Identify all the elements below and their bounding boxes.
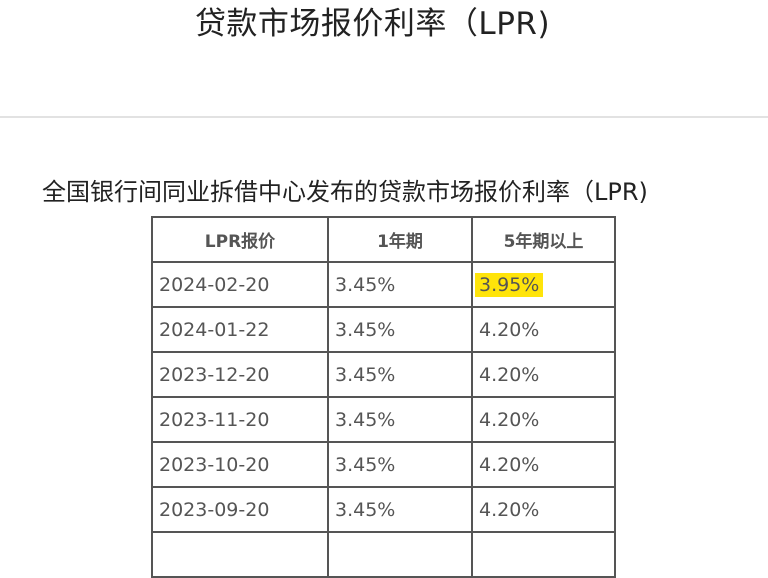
one-year-rate-cell: 3.45% <box>327 486 473 533</box>
date-cell <box>151 531 329 578</box>
five-year-rate-cell: 4.20% <box>471 441 616 488</box>
highlighted-rate: 3.95% <box>475 272 544 297</box>
date-cell: 2024-01-22 <box>151 306 329 353</box>
date-cell: 2023-10-20 <box>151 441 329 488</box>
table-row: 2023-10-20 3.45% 4.20% <box>151 441 616 488</box>
date-cell: 2023-09-20 <box>151 486 329 533</box>
section-title: 全国银行间同业拆借中心发布的贷款市场报价利率（LPR) <box>42 178 648 206</box>
table-row: 2024-01-22 3.45% 4.20% <box>151 306 616 353</box>
five-year-rate-cell: 4.20% <box>471 396 616 443</box>
header-lpr-quote: LPR报价 <box>151 216 329 263</box>
five-year-rate-cell: 4.20% <box>471 351 616 398</box>
five-year-rate-cell <box>471 531 616 578</box>
date-cell: 2024-02-20 <box>151 261 329 308</box>
five-year-rate-cell: 4.20% <box>471 306 616 353</box>
five-year-rate-cell: 3.95% <box>471 261 616 308</box>
one-year-rate-cell <box>327 531 473 578</box>
one-year-rate-cell: 3.45% <box>327 261 473 308</box>
one-year-rate-cell: 3.45% <box>327 396 473 443</box>
divider <box>0 116 768 118</box>
header-5-year-plus: 5年期以上 <box>471 216 616 263</box>
table-row: 2024-02-20 3.45% 3.95% <box>151 261 616 308</box>
header-1-year: 1年期 <box>327 216 473 263</box>
date-cell: 2023-12-20 <box>151 351 329 398</box>
one-year-rate-cell: 3.45% <box>327 306 473 353</box>
date-cell: 2023-11-20 <box>151 396 329 443</box>
page-title: 贷款市场报价利率（LPR) <box>194 6 551 42</box>
table-row: 2023-11-20 3.45% 4.20% <box>151 396 616 443</box>
five-year-rate-cell: 4.20% <box>471 486 616 533</box>
table-row: 2023-09-20 3.45% 4.20% <box>151 486 616 533</box>
lpr-table: LPR报价 1年期 5年期以上 2024-02-20 3.45% 3.95% 2… <box>151 216 616 578</box>
one-year-rate-cell: 3.45% <box>327 441 473 488</box>
table-header-row: LPR报价 1年期 5年期以上 <box>151 216 616 263</box>
table-row: 2023-12-20 3.45% 4.20% <box>151 351 616 398</box>
one-year-rate-cell: 3.45% <box>327 351 473 398</box>
table-row-partial <box>151 531 616 578</box>
